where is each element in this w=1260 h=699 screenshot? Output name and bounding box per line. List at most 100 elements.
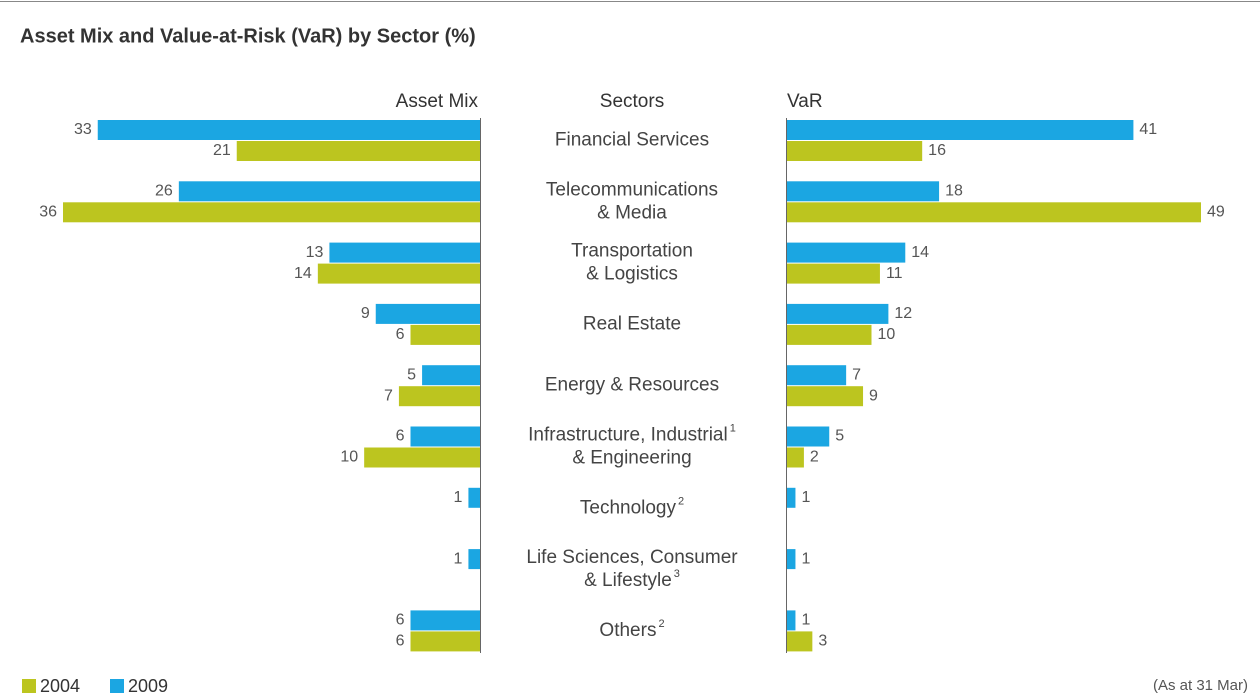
value-label: 10 [877,326,895,343]
bar [787,324,872,345]
category-label: Transportation [571,241,693,262]
bar [329,242,480,263]
bar [422,365,480,386]
category-text: Telecommunications [546,179,718,200]
category-text: & Logistics [586,264,678,285]
category-text: & Engineering [572,448,691,469]
value-label: 5 [835,428,844,445]
value-label: 1 [801,550,810,567]
bar [787,141,923,161]
value-label: 5 [407,366,416,383]
category-label: Real Estate [583,313,681,334]
value-label: 9 [361,305,370,322]
value-label: 13 [306,244,324,261]
bar [317,263,480,284]
bar [787,631,813,652]
center-header: Sectors [600,91,664,112]
chart-title: Asset Mix and Value-at-Risk (VaR) by Sec… [20,25,476,47]
footnote-mark: 3 [674,568,680,580]
value-label: 1 [454,550,463,567]
footnote: (As at 31 Mar) [1153,677,1248,694]
bar [787,386,864,407]
bar [375,303,480,324]
value-label: 7 [852,366,861,383]
legend-label: 2009 [128,676,168,696]
category-text: & Lifestyle [584,570,672,591]
bar [410,631,480,652]
bar [236,141,480,161]
category-label: Others 2 [599,618,664,641]
value-label: 11 [886,265,903,282]
bar [787,447,804,468]
value-label: 1 [454,489,463,506]
category-text: & Media [597,202,667,223]
category-label: & Lifestyle 3 [584,568,680,591]
category-label: & Logistics [586,264,678,285]
bar [787,263,880,284]
bar [787,242,906,263]
value-label: 1 [801,489,810,506]
bar [364,447,480,468]
value-label: 7 [384,387,393,404]
category-label: Infrastructure, Industrial 1 [528,422,736,445]
bar [178,181,481,202]
value-label: 2 [810,449,819,466]
bar [787,202,1201,223]
value-label: 12 [894,305,912,322]
category-text: Real Estate [583,313,681,334]
value-label: 9 [869,387,878,404]
value-label: 3 [818,633,827,650]
bar [787,181,940,202]
bar [787,365,847,386]
footnote-mark: 2 [658,618,664,630]
category-text: Technology [580,497,677,518]
category-text: Life Sciences, Consumer [526,547,738,568]
value-label: 41 [1139,121,1157,138]
value-label: 6 [396,326,405,343]
category-text: Energy & Resources [545,375,719,396]
value-label: 6 [396,633,405,650]
bar [787,549,796,570]
category-label: Energy & Resources [545,375,719,396]
bar [787,610,796,631]
legend-label: 2004 [40,676,80,696]
value-label: 33 [74,121,92,138]
value-label: 1 [801,612,810,629]
footnote-mark: 1 [730,422,736,434]
category-text: Infrastructure, Industrial [528,425,728,446]
value-label: 6 [396,612,405,629]
bar [410,324,480,345]
bar [787,426,830,447]
bar [97,120,480,140]
bar [410,610,480,631]
bar [787,487,796,508]
value-label: 21 [213,142,231,159]
category-label: Telecommunications [546,179,718,200]
bar [410,426,480,447]
bar [63,202,480,223]
category-label: Technology 2 [580,495,684,518]
category-text: Transportation [571,241,693,262]
value-label: 14 [294,265,312,282]
value-label: 36 [39,204,57,221]
bar [787,120,1134,140]
category-label: Life Sciences, Consumer [526,547,738,568]
value-label: 49 [1207,204,1225,221]
category-label: & Media [597,202,667,223]
bar [398,386,480,407]
left-header: Asset Mix [396,91,479,112]
value-label: 14 [911,244,929,261]
category-text: Financial Services [555,130,709,151]
category-label: & Engineering [572,448,691,469]
legend-swatch [110,679,124,693]
value-label: 10 [340,449,358,466]
value-label: 6 [396,428,405,445]
bar [468,487,480,508]
value-label: 16 [928,142,946,159]
bar [787,303,889,324]
value-label: 18 [945,183,963,200]
right-header: VaR [787,91,823,112]
bar [468,549,480,570]
category-text: Others [599,620,656,641]
